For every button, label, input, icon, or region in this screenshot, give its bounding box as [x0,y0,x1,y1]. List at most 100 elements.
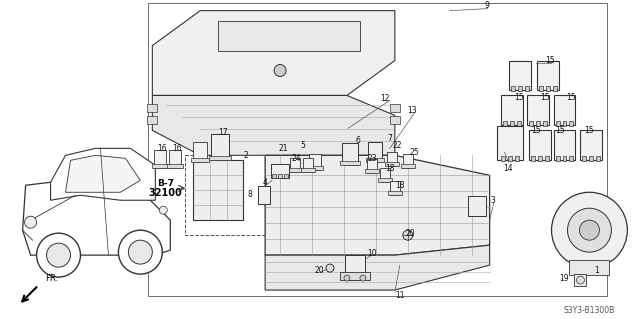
Text: FR.: FR. [45,274,59,283]
Polygon shape [265,155,490,255]
Circle shape [326,264,334,272]
Bar [385,162,399,166]
Bar [387,152,397,166]
Bar [390,181,400,195]
Bar [303,158,313,172]
Text: 22: 22 [392,141,401,150]
Bar [290,158,300,172]
Text: 10: 10 [367,249,377,258]
Text: 4: 4 [262,178,268,187]
Bar [147,104,157,112]
Bar [468,196,486,216]
Circle shape [552,192,627,268]
Bar [563,156,566,161]
Bar [388,191,402,195]
Bar [193,160,243,220]
Bar [554,130,575,160]
Bar [497,126,523,160]
Text: 32100: 32100 [148,188,182,198]
Bar [531,156,534,161]
Bar [340,272,370,280]
Text: 11: 11 [395,291,404,300]
Bar [191,158,209,162]
Text: 25: 25 [410,148,420,157]
Polygon shape [51,148,156,200]
Bar [500,156,504,161]
Bar [288,168,302,172]
Bar [509,61,531,91]
Bar [536,61,559,91]
Bar [545,86,550,92]
Text: 1: 1 [594,266,599,275]
Bar [596,156,600,161]
Bar [525,86,529,92]
Bar [185,155,265,235]
Bar [500,95,523,125]
Text: 3: 3 [490,196,495,205]
Bar [366,158,384,162]
Bar [527,95,548,125]
Text: 6: 6 [355,136,360,145]
Text: 20: 20 [405,229,415,238]
Bar [552,86,557,92]
Bar [516,122,520,126]
Bar [529,122,532,126]
Bar [543,122,547,126]
Text: 16: 16 [172,144,182,153]
Circle shape [129,240,152,264]
Bar [342,143,358,165]
Bar [154,150,166,168]
Circle shape [344,275,350,281]
Text: 15: 15 [531,126,540,135]
Text: 13: 13 [407,106,417,115]
Text: 17: 17 [218,128,228,137]
Bar [367,159,377,173]
Circle shape [274,64,286,77]
Bar [211,134,229,160]
Bar [502,122,507,126]
Circle shape [360,275,366,281]
Bar [518,86,522,92]
Bar [209,156,231,160]
Bar [401,164,415,168]
Bar [570,156,573,161]
Circle shape [579,220,600,240]
Bar [508,156,511,161]
Bar [170,150,181,168]
Polygon shape [65,155,140,192]
Circle shape [36,233,81,277]
Text: 15: 15 [540,93,549,102]
Bar [167,164,183,168]
Circle shape [159,206,167,214]
Bar [580,130,602,160]
Bar [390,104,400,112]
Text: 21: 21 [278,144,288,153]
Circle shape [47,243,70,267]
Bar [589,156,593,161]
Text: 15: 15 [556,126,565,135]
Bar [511,86,515,92]
Text: 15: 15 [584,126,595,135]
Text: B-7: B-7 [157,179,174,188]
Bar [570,122,573,126]
Text: 5: 5 [301,141,305,150]
Bar [152,164,168,168]
Polygon shape [152,11,395,95]
Bar [515,156,518,161]
Text: 16: 16 [157,144,167,153]
Text: 8: 8 [248,190,253,199]
Circle shape [24,216,36,228]
Bar [575,274,586,286]
Bar [403,154,413,168]
Bar [345,255,365,280]
Bar [554,95,575,125]
Bar [563,122,566,126]
Bar [271,164,289,178]
Bar [301,168,315,172]
Circle shape [568,208,611,252]
Bar [278,174,282,178]
Bar [509,122,514,126]
Text: 15: 15 [566,93,576,102]
Bar [556,122,559,126]
Text: 15: 15 [514,93,524,102]
